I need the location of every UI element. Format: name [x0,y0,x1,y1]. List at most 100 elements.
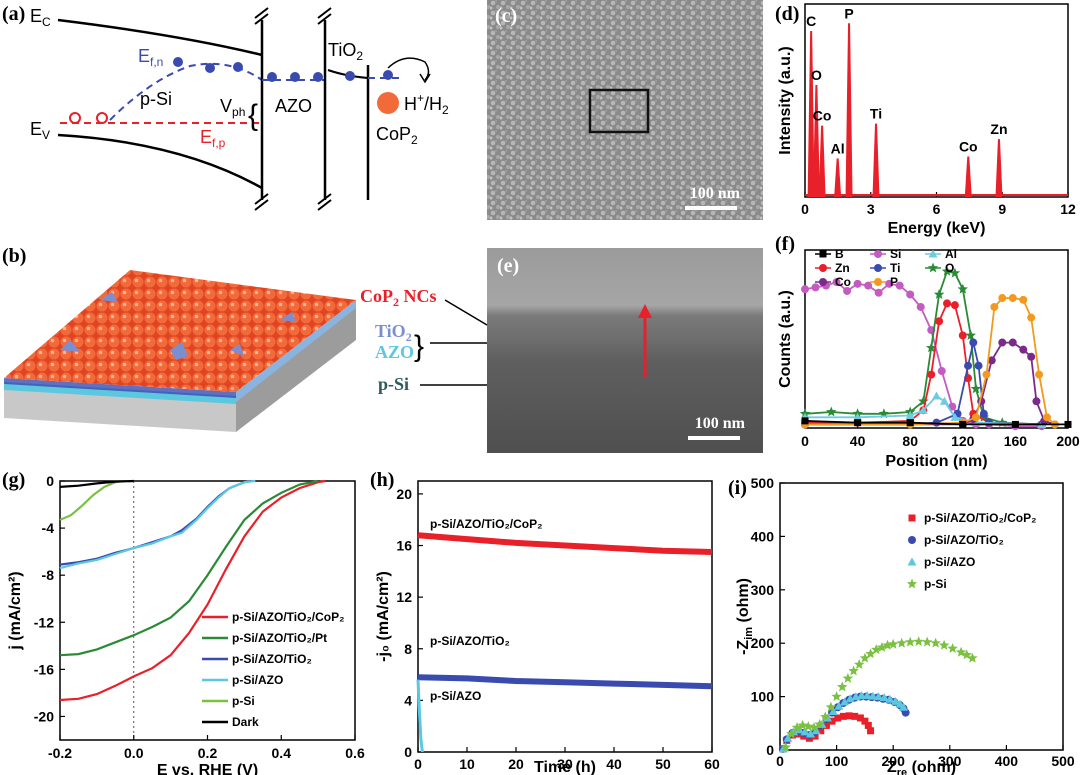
exposed-tio2 [280,312,296,322]
electron-dot [233,62,243,72]
data-point [851,712,859,720]
edx-peak [872,123,880,197]
x-tick-label: 0 [414,756,422,772]
legend-label: B [835,247,844,261]
data-point [854,659,865,669]
y-axis-title: Counts (a.u.) [777,290,794,388]
legend-marker [819,264,827,272]
legend-label: Dark [232,715,259,729]
data-point [859,652,871,663]
edx-peak [807,31,815,197]
data-point-al [918,405,928,414]
data-point [921,636,933,647]
peak-label: P [844,5,853,21]
data-point-p [998,294,1007,303]
series-annotation: p-Si/AZO/TiO₂ [430,634,510,648]
y-tick-label: 0 [766,742,774,758]
series-line [59,479,326,702]
y-tick-label: -8 [42,567,55,583]
x-tick-label: 100 [825,753,849,769]
legend-label: p-Si/AZO/TiO₂ [924,533,1004,547]
legend-marker [927,262,939,273]
break-mark [254,199,269,211]
x-tick-label: 6 [933,201,941,217]
electron-dot [173,57,183,67]
ec-label: EC [30,6,51,29]
y-tick-label: 12 [396,589,412,605]
panel-label-b: (b) [2,245,26,267]
break-mark [317,7,332,19]
pointer-line [444,299,488,326]
data-point [808,722,820,732]
data-point [848,665,859,676]
legend-label: Zn [835,261,850,275]
legend-label: p-Si/AZO/TiO₂/CoP₂ [924,511,1036,525]
panel-label-f: (f) [775,233,795,255]
data-point-o [965,329,976,340]
y-tick-label: 16 [396,538,412,554]
data-point-p [1008,294,1017,303]
data-point-o [878,408,890,419]
x-tick-label: 120 [951,433,975,449]
y-tick-label: 0 [404,744,412,760]
x-tick-label: 60 [704,756,720,772]
x-tick-label: 160 [1004,433,1028,449]
data-point [873,692,883,701]
cop2-label: CoP2 [376,124,418,147]
data-point-al [932,391,941,400]
data-point [930,637,941,648]
x-tick-label: 50 [655,756,671,772]
y-tick-label: 100 [751,689,775,705]
data-point [885,694,895,703]
data-point [955,646,967,657]
cop2-particle [377,92,399,114]
arrowhead [419,73,431,84]
data-point-o [933,289,945,299]
break-mark [254,13,269,25]
edx-peak [964,156,972,197]
peak-label: C [806,13,816,29]
x-tick-label: 500 [1051,753,1075,769]
legend-marker [908,514,916,522]
data-point-p [1042,413,1051,422]
x-tick-label: 40 [606,756,622,772]
y-tick-label: -4 [42,520,55,536]
peak-label: O [811,67,822,83]
x-tick-label: 0.4 [272,745,292,761]
data-point-co [1027,352,1036,361]
data-point [817,727,825,735]
peak-label: Al [831,140,845,156]
panel-g-lsv-chart: (g) -0.2 0.0 0.2 0.4 0.6 0 -4 -8 -12 -16 -20 p-Si/A… [2,469,365,775]
data-point-si [937,367,946,376]
electron-dot [290,72,300,82]
data-point-co [1008,338,1017,347]
data-point-p [1027,313,1036,322]
data-point [879,693,889,702]
ev-band-edge [57,133,263,190]
data-point-si [843,286,852,295]
edx-region-box [588,88,650,134]
data-point-o [997,417,1008,428]
exposed-tio2 [230,344,244,356]
y-axis-title-main: -Z [735,640,752,655]
edx-peak [995,139,1003,197]
data-point-si [874,288,883,297]
data-point [882,639,893,650]
x-axis-title-sub: re [897,767,907,775]
data-point [857,691,867,700]
x-axis-title-main: Z [887,759,897,775]
hole-dot [96,112,108,124]
scalebar [688,436,740,440]
electron-dot [313,72,323,82]
legend-marker [819,278,827,286]
cop2-ncs-label: CoP2 NCs [360,286,437,309]
plot-frame [804,249,1069,429]
azo-label: AZO [275,96,312,116]
substrate-side [236,305,356,432]
layer-brace: } [414,330,424,363]
data-point [840,697,850,706]
data-point [839,712,847,720]
y-tick-label: 20 [396,486,412,502]
data-point [845,694,855,703]
efp-label: Ef,p [200,127,226,150]
